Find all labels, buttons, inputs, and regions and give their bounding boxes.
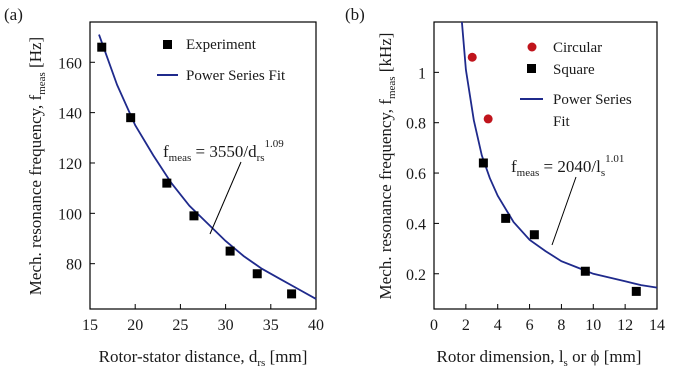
fit-line-b (461, 21, 658, 289)
x-tick-label: 2 (462, 317, 470, 334)
data-point-square (126, 113, 136, 123)
x-tick-label: 20 (127, 317, 143, 334)
x-tick-label: 14 (649, 317, 665, 334)
data-point-circle (467, 52, 477, 62)
plot-frame-a (89, 21, 317, 310)
data-point-square (580, 266, 590, 276)
y-axis-a: 80 100 120 140 160 (58, 55, 95, 274)
x-tick-label: 6 (526, 317, 534, 334)
panel-a: (a) 15 20 25 30 35 40 80 100 120 140 160 Experime… (4, 5, 324, 369)
data-point-square (478, 158, 488, 168)
legend-marker-experiment (163, 40, 172, 49)
y-tick-label: 0.6 (406, 166, 426, 183)
equation-a: fmeas = 3550/drs1.09 (163, 138, 284, 235)
x-tick-label: 15 (82, 317, 98, 334)
data-point-square (529, 230, 539, 240)
legend-label-square: Square (553, 62, 595, 78)
legend-label-circular: Circular (553, 40, 602, 56)
y-axis-label-a: Mech. resonance frequency, fmeas [Hz] (26, 37, 48, 295)
y-axis-label-b: Mech. resonance frequency, fmeas [kHz] (376, 33, 398, 300)
data-point-circle (483, 114, 493, 124)
legend-b: Circular Square Power Series Fit (520, 40, 632, 130)
x-tick-label: 8 (557, 317, 565, 334)
x-axis-label-b: Rotor dimension, ls or ϕ [mm] (437, 347, 642, 369)
y-tick-label: 0.4 (406, 216, 426, 233)
equation-text-a: fmeas = 3550/drs1.09 (163, 138, 284, 164)
legend-a: Experiment Power Series Fit (157, 37, 286, 84)
data-point-square (501, 213, 511, 223)
y-tick-label: 120 (58, 156, 82, 173)
panel-label-a: (a) (4, 5, 23, 24)
legend-label-fit-b-line2: Fit (553, 114, 571, 130)
equation-pointer-b (551, 176, 577, 246)
points-b (467, 52, 641, 296)
y-tick-label: 0.8 (406, 116, 426, 133)
points-a (97, 42, 297, 299)
y-tick-label: 100 (58, 206, 82, 223)
y-tick-label: 0.2 (406, 267, 426, 284)
panel-b: (b) 0 2 4 6 8 10 12 14 0.2 0.4 0.6 0.8 1 Circular S… (345, 5, 665, 369)
data-point-square (631, 286, 641, 296)
equation-b: fmeas = 2040/ls1.01 (511, 153, 624, 246)
data-point-square (252, 269, 262, 279)
legend-label-fit: Power Series Fit (186, 68, 286, 84)
x-tick-label: 10 (585, 317, 601, 334)
fit-line-a (98, 34, 317, 300)
y-axis-b: 0.2 0.4 0.6 0.8 1 (406, 65, 439, 284)
x-tick-label: 30 (218, 317, 234, 334)
data-point-square (189, 211, 199, 221)
legend-label-experiment: Experiment (186, 37, 257, 53)
x-tick-label: 25 (172, 317, 188, 334)
equation-pointer-a (209, 161, 242, 235)
data-point-square (97, 42, 107, 52)
x-tick-label: 40 (308, 317, 324, 334)
panel-label-b: (b) (345, 5, 365, 24)
x-axis-label-a: Rotor-stator distance, drs [mm] (99, 347, 308, 369)
data-point-square (287, 289, 297, 299)
data-point-square (225, 246, 235, 256)
y-tick-label: 80 (66, 257, 82, 274)
y-tick-label: 1 (418, 65, 426, 82)
y-tick-label: 140 (58, 106, 82, 123)
x-tick-label: 35 (263, 317, 279, 334)
data-point-square (162, 178, 172, 188)
y-tick-label: 160 (58, 55, 82, 72)
legend-marker-circular (527, 42, 537, 52)
x-tick-label: 12 (617, 317, 633, 334)
legend-label-fit-b-line1: Power Series (553, 92, 632, 108)
equation-text-b: fmeas = 2040/ls1.01 (511, 153, 624, 179)
x-tick-label: 0 (430, 317, 438, 334)
x-axis-a: 15 20 25 30 35 40 (82, 304, 324, 334)
plot-frame-b (433, 21, 658, 310)
x-axis-b: 0 2 4 6 8 10 12 14 (430, 304, 665, 334)
legend-marker-square (527, 64, 536, 73)
x-tick-label: 4 (494, 317, 502, 334)
